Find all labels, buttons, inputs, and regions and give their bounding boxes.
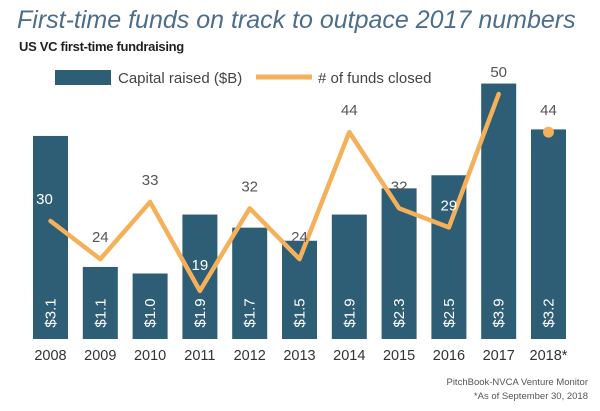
bar-value-label: $3.2 xyxy=(541,298,558,327)
bar-value-label: $1.7 xyxy=(242,298,259,327)
bar-2010 xyxy=(132,273,168,339)
bar-value-label: $3.1 xyxy=(43,298,60,327)
x-tick-label: 2009 xyxy=(84,348,116,364)
bar-2014 xyxy=(331,214,367,339)
bar-value-label: $2.5 xyxy=(441,298,458,327)
legend: Capital raised ($B) # of funds closed xyxy=(55,70,431,87)
bar-value-label: $1.9 xyxy=(341,298,358,327)
funds-closed-marker-2018 xyxy=(543,126,554,138)
bar-value-label: $3.9 xyxy=(491,298,508,327)
funds-closed-value-label: 33 xyxy=(142,172,159,189)
funds-closed-value-label: 44 xyxy=(341,102,358,119)
bar-value-label: $1.1 xyxy=(92,298,109,327)
funds-closed-value-label: 24 xyxy=(92,229,109,246)
bar-value-label: $1.9 xyxy=(192,298,209,327)
legend-bar-label: Capital raised ($B) xyxy=(118,70,242,87)
x-tick-label: 2017 xyxy=(483,348,515,364)
legend-bar-swatch xyxy=(55,70,111,85)
funds-closed-value-labels: 30 24 33 19 32 24 44 32 29 50 44 xyxy=(36,64,557,274)
footnote-text: *As of September 30, 2018 xyxy=(473,391,588,402)
funds-closed-value-label: 19 xyxy=(192,257,209,274)
bar-2009 xyxy=(82,266,118,339)
x-tick-label: 2018* xyxy=(530,348,568,364)
funds-closed-markers xyxy=(543,126,554,138)
funds-closed-value-label: 32 xyxy=(391,178,408,195)
x-tick-label: 2014 xyxy=(333,348,365,364)
funds-closed-value-label: 32 xyxy=(241,178,258,195)
bar-value-label: $1.0 xyxy=(142,298,159,327)
source-note: PitchBook-NVCA Venture Monitor *As of Se… xyxy=(446,376,588,404)
bar-value-label: $1.5 xyxy=(292,298,309,327)
source-text: PitchBook-NVCA Venture Monitor xyxy=(446,377,588,388)
bar-2011 xyxy=(182,214,218,339)
x-tick-label: 2010 xyxy=(134,348,166,364)
legend-line-label: # of funds closed xyxy=(318,70,431,87)
funds-closed-value-label: 44 xyxy=(540,102,557,119)
funds-closed-value-label: 50 xyxy=(490,64,507,81)
chart-subtitle: US VC first-time fundraising xyxy=(19,39,184,54)
x-tick-label: 2016 xyxy=(433,348,465,364)
funds-closed-line xyxy=(48,91,501,294)
chart-title: First-time funds on track to outpace 201… xyxy=(17,6,576,34)
x-tick-label: 2012 xyxy=(234,348,266,364)
bar-value-labels: $3.1 $1.1 $1.0 $1.9 $1.7 $1.5 $1.9 $2.3 $2.5 $3.9… xyxy=(43,298,558,327)
bar-2008 xyxy=(33,135,68,339)
x-tick-label: 2008 xyxy=(34,348,66,364)
bar-value-label: $2.3 xyxy=(391,298,408,327)
x-axis-tick-labels: 2008 2009 2010 2011 2012 2013 2014 2015 2016 2017… xyxy=(34,348,567,364)
x-tick-label: 2011 xyxy=(184,348,215,364)
bar-2018* xyxy=(531,129,566,339)
bar-2012 xyxy=(232,227,268,339)
x-tick-label: 2015 xyxy=(383,348,415,364)
funds-closed-value-label: 30 xyxy=(36,191,53,208)
funds-closed-value-label: 29 xyxy=(441,197,458,214)
x-tick-label: 2013 xyxy=(283,348,315,364)
funds-closed-value-label: 24 xyxy=(291,229,308,246)
